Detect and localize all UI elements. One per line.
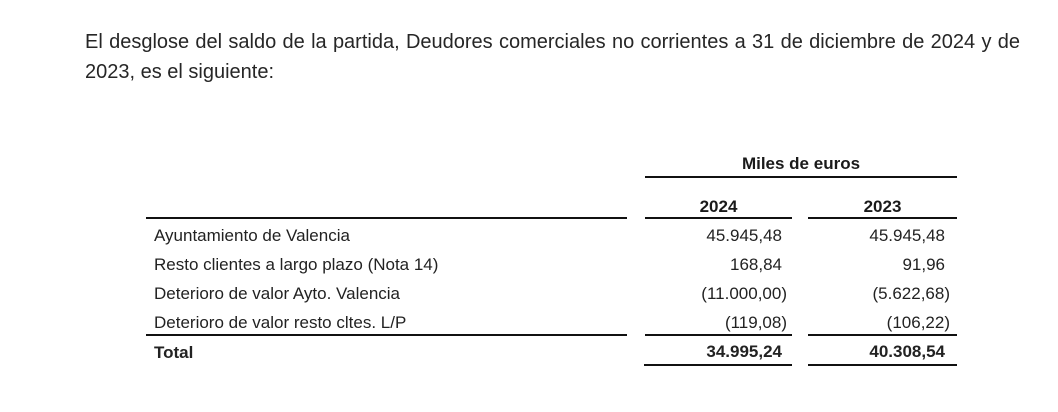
unit-header-rule [645,176,957,178]
subtotal-rule-2024 [645,334,792,336]
column-header-2024: 2024 [699,197,738,216]
value-2024: (119,08) [724,313,787,332]
value-2023: (5.622,68) [872,284,951,303]
total-2023: 40.308,54 [869,342,945,361]
value-2024: 168,84 [730,255,782,274]
row-label: Deterioro de valor Ayto. Valencia [154,284,401,303]
value-2024: (11.000,00) [701,284,787,303]
header-rule-2023 [808,217,957,219]
total-rule-2024 [644,364,792,366]
unit-header: Miles de euros [741,154,861,173]
subtotal-rule-2023 [808,334,957,336]
column-header-2023: 2023 [863,197,902,216]
intro-paragraph: El desglose del saldo de la partida, Deu… [85,31,1020,83]
value-2023: 91,96 [902,255,945,274]
header-rule-label [146,217,627,219]
total-label: Total [154,343,194,362]
subtotal-rule-label [146,334,627,336]
value-2023: (106,22) [886,313,950,332]
row-label: Ayuntamiento de Valencia [154,226,350,245]
row-label: Resto clientes a largo plazo (Nota 14) [154,255,439,274]
row-label: Deterioro de valor resto cltes. L/P [154,313,407,332]
value-2024: 45.945,48 [706,226,782,245]
total-2024: 34.995,24 [706,342,782,361]
header-rule-2024 [645,217,792,219]
value-2023: 45.945,48 [869,226,945,245]
total-rule-2023 [808,364,957,366]
